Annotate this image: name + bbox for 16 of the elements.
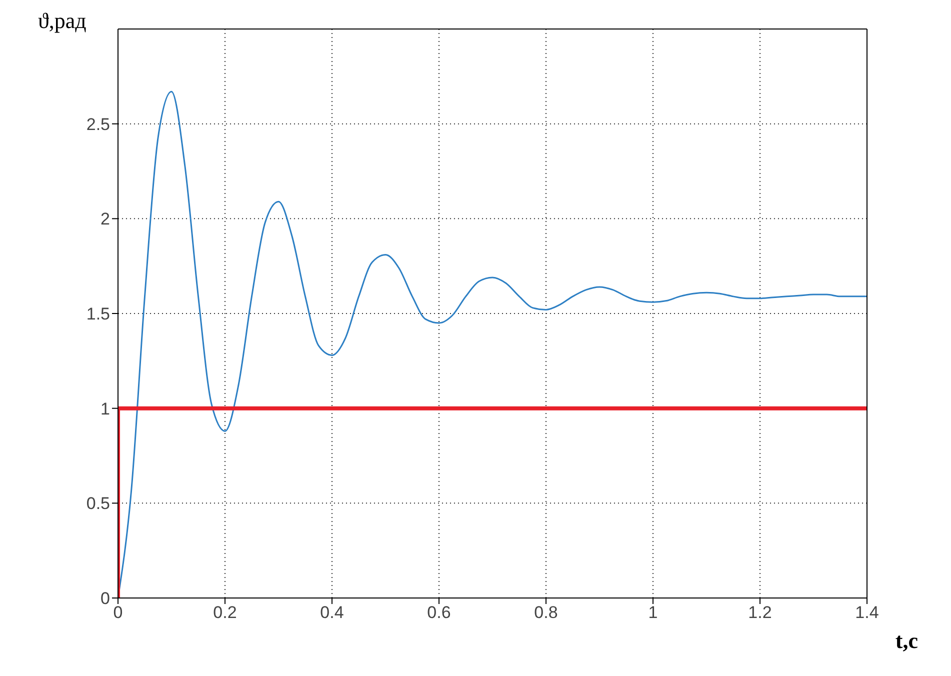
x-tick-label: 0.8 — [534, 603, 558, 622]
y-tick-label: 0.5 — [86, 494, 110, 514]
x-axis-title: t,c — [895, 628, 918, 654]
y-tick-label: 2 — [100, 210, 110, 229]
x-tick-label: 0.4 — [320, 603, 344, 622]
x-tick-label: 0 — [113, 603, 123, 622]
x-tick-label: 1.4 — [855, 603, 879, 622]
x-tick-label: 1 — [648, 603, 658, 622]
y-tick-label: 1 — [100, 399, 110, 418]
y-tick-label: 2.5 — [86, 114, 110, 134]
y-tick-label: 1.5 — [86, 304, 110, 324]
x-tick-label: 0.6 — [427, 603, 451, 622]
x-tick-label: 0.2 — [213, 603, 237, 622]
x-tick-label: 1.2 — [748, 603, 772, 622]
y-tick-label: 0 — [100, 589, 110, 608]
y-axis-title: ϑ,рад — [38, 8, 86, 34]
